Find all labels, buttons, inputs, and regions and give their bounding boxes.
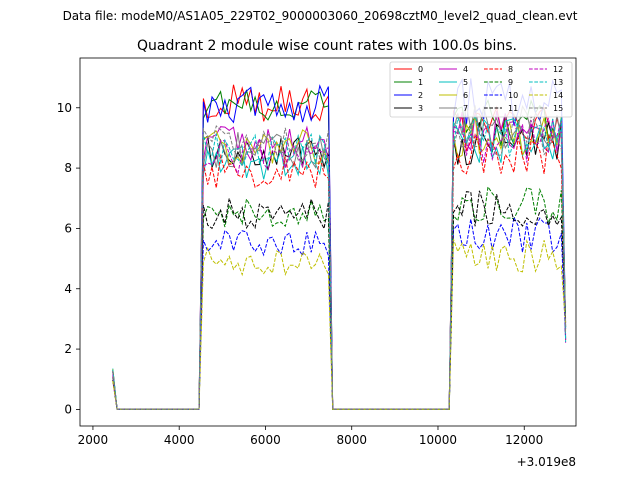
y-tick-label: 4 [64,282,72,296]
legend-label-0: 0 [418,65,423,74]
chart-title: Quadrant 2 module wise count rates with … [137,38,517,54]
x-tick-label: 2000 [78,433,109,447]
x-axis-offset-label: +3.019e8 [517,455,576,469]
figure-suptitle: Data file: modeM0/AS1A05_229T02_90000030… [63,9,578,23]
x-tick-label: 4000 [164,433,195,447]
series-line-15 [112,112,567,410]
legend-label-12: 12 [553,65,563,74]
y-axis: 0 2 4 6 8 10 [57,101,80,416]
x-axis: 2000 4000 6000 8000 10000 12000 [78,426,543,447]
series-layer [112,78,567,410]
y-tick-label: 6 [64,221,72,235]
y-tick-label: 8 [64,161,72,175]
legend-label-5: 5 [463,78,468,87]
legend-label-15: 15 [553,104,563,113]
axes-frame [79,57,577,427]
legend-frame [389,61,573,118]
x-tick-label: 10000 [419,433,457,447]
legend-label-8: 8 [508,65,513,74]
y-tick-label: 10 [57,101,72,115]
x-tick-label: 6000 [250,433,281,447]
legend-label-6: 6 [463,91,468,100]
legend-label-10: 10 [508,91,518,100]
legend-label-7: 7 [463,104,468,113]
y-tick-label: 2 [64,342,72,356]
legend-label-11: 11 [508,104,518,113]
legend-label-9: 9 [508,78,513,87]
legend-label-14: 14 [553,91,563,100]
x-tick-label: 12000 [505,433,543,447]
y-tick-label: 0 [64,402,72,416]
plot-area [79,57,577,427]
legend-label-2: 2 [418,91,423,100]
legend-label-1: 1 [418,78,423,87]
legend-label-3: 3 [418,104,423,113]
legend-label-13: 13 [553,78,563,87]
x-tick-label: 8000 [336,433,367,447]
legend-label-4: 4 [463,65,468,74]
